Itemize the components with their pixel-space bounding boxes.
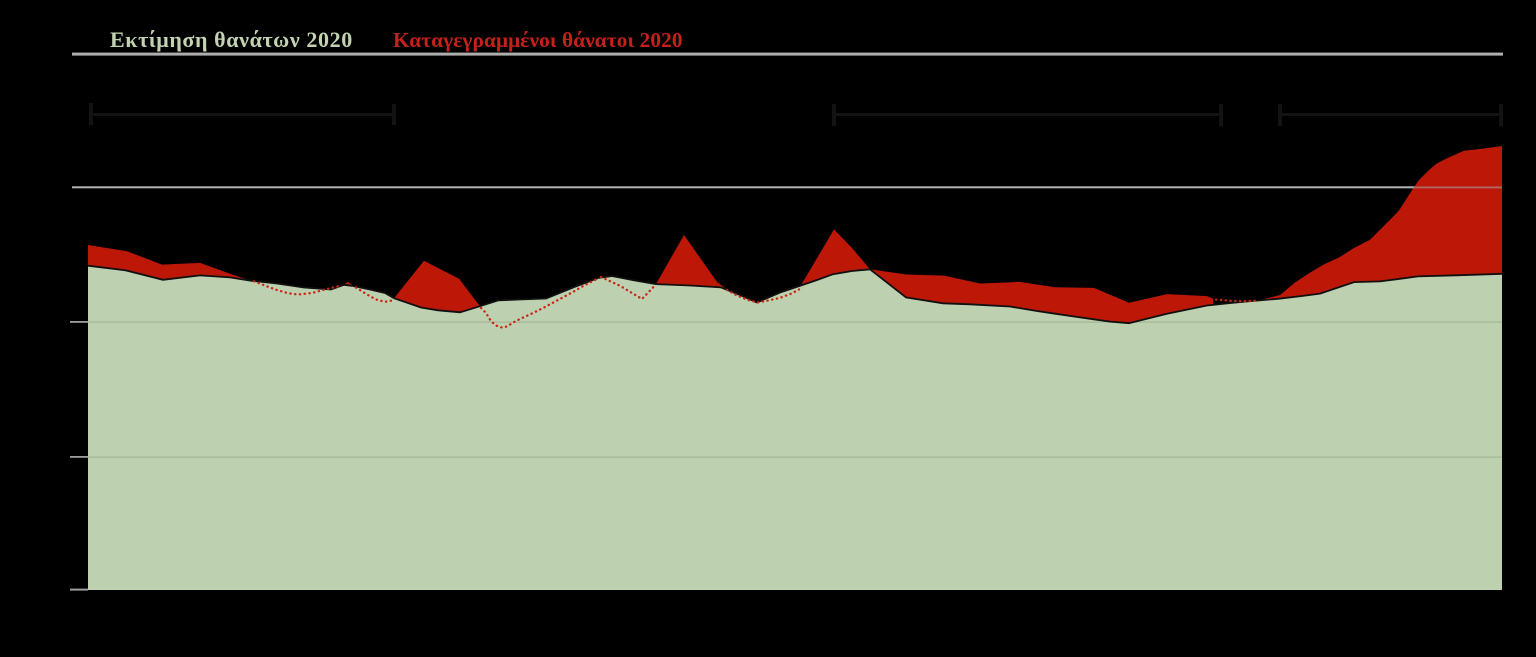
svg-text:3.000: 3.000 — [30, 180, 64, 196]
svg-text:Νοέ.: Νοέ. — [1232, 599, 1260, 615]
svg-text:Σεπ.: Σεπ. — [1001, 599, 1027, 615]
svg-text:Μάρ.: Μάρ. — [298, 599, 330, 615]
svg-text:3η περίοδος: 3η περίοδος — [1349, 84, 1431, 101]
svg-text:1.000: 1.000 — [30, 450, 64, 466]
svg-text:Εκτίμηση θανάτων 2020: Εκτίμηση θανάτων 2020 — [110, 27, 353, 52]
svg-text:4.000: 4.000 — [30, 47, 64, 63]
svg-text:Φεβ.: Φεβ. — [192, 599, 221, 615]
svg-text:Καταγεγραμμένοι θάνατοι 2020: Καταγεγραμμένοι θάνατοι 2020 — [393, 28, 683, 52]
svg-text:Πηγή: ΕΛΣΤΑΤ: Πηγή: ΕΛΣΤΑΤ — [72, 629, 162, 644]
svg-text:Ιούν.: Ιούν. — [649, 599, 679, 615]
svg-text:Ιούλ.: Ιούλ. — [763, 599, 794, 615]
svg-text:2η περίοδος: 2η περίοδος — [986, 84, 1068, 101]
svg-text:Οκτ.: Οκτ. — [1114, 599, 1142, 615]
svg-text:Αύγ.: Αύγ. — [882, 599, 911, 615]
svg-text:Απρ.: Απρ. — [417, 599, 447, 615]
svg-text:Μάι.: Μάι. — [532, 599, 561, 615]
svg-text:Δεκ.: Δεκ. — [1346, 599, 1373, 615]
svg-text:Ιαν.: Ιαν. — [91, 599, 114, 615]
svg-text:2.000: 2.000 — [30, 315, 64, 331]
svg-text:0: 0 — [57, 583, 65, 599]
svg-text:1η περίοδος: 1η περίοδος — [201, 84, 283, 101]
